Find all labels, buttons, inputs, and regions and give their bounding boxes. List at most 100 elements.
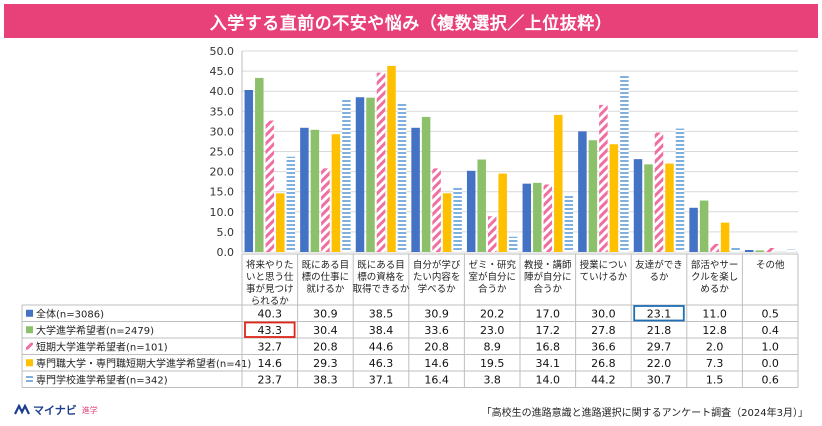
data-label: 17.0 — [536, 307, 561, 320]
bar — [720, 222, 730, 252]
category-label: たい内容を — [413, 271, 461, 283]
data-label: 20.8 — [424, 340, 449, 353]
bar — [620, 74, 629, 252]
source-note: 「高校生の進路意識と進路選択に関するアンケート調査（2024年3月）」 — [481, 408, 808, 419]
data-label: 16.4 — [424, 373, 449, 386]
series-name: 専門学校進学希望者(n=342) — [36, 373, 168, 386]
bar — [421, 116, 431, 252]
bar — [276, 193, 285, 252]
data-label: 16.8 — [536, 340, 561, 353]
bar — [644, 164, 653, 252]
series-name: 全体(n=3086) — [36, 307, 104, 320]
bar — [310, 129, 320, 252]
bar — [508, 236, 518, 252]
bar — [633, 159, 643, 252]
category-label: 教授・講師 — [524, 259, 572, 271]
y-tick-label: 5.0 — [217, 226, 235, 239]
bar — [321, 168, 330, 252]
bar — [665, 163, 674, 252]
data-label: 44.6 — [369, 340, 394, 353]
category-label: 既にある目 — [357, 260, 405, 271]
data-label: 30.9 — [424, 307, 449, 320]
category-label: られるか — [251, 296, 290, 307]
chart-title: 入学する直前の不安や悩み（複数選択／上位抜粋） — [4, 4, 818, 38]
data-label: 23.0 — [480, 324, 505, 337]
logo-sub: 進学 — [81, 405, 98, 415]
bar — [487, 216, 497, 252]
bar — [588, 140, 598, 252]
data-label: 29.7 — [647, 340, 672, 353]
legend-key — [26, 375, 33, 383]
data-label: 40.3 — [258, 307, 283, 320]
bar — [453, 186, 462, 252]
category-label: 友達ができ — [635, 259, 683, 271]
bar — [411, 127, 420, 252]
bar — [564, 195, 574, 252]
logo-text: マイナビ — [33, 404, 77, 417]
bar — [675, 128, 685, 252]
bar — [300, 127, 309, 252]
legend-key — [26, 359, 33, 367]
series-name: 専門職大学・専門職短期大学進学希望者(n=41) — [36, 357, 251, 370]
data-label: 38.4 — [369, 324, 394, 337]
bar — [609, 144, 619, 252]
bar — [244, 89, 254, 252]
series-name: 短期大学進学希望者(n=101) — [36, 340, 168, 353]
category-label: 合うか — [478, 283, 507, 295]
category-label: 将来やりた — [246, 260, 294, 271]
data-label: 14.6 — [258, 357, 283, 370]
data-label: 20.8 — [313, 340, 338, 353]
category-label: その他 — [756, 259, 785, 271]
y-tick-label: 45.0 — [210, 65, 235, 78]
category-label: るか — [649, 272, 669, 283]
bar — [699, 200, 709, 252]
data-label: 17.2 — [536, 324, 561, 337]
y-axis: 0.0 5.0 10.0 15.0 20.0 25.0 30.0 35.0 40.0 45.0 50… — [210, 45, 243, 259]
category-label: クルを楽し — [691, 271, 738, 283]
mynavi-logo: マイナビ 進学 — [14, 402, 98, 418]
bar — [755, 250, 764, 252]
data-label: 38.3 — [313, 373, 338, 386]
data-label: 3.8 — [483, 373, 501, 386]
data-label: 19.5 — [480, 357, 505, 370]
data-label: 2.0 — [706, 340, 724, 353]
bar — [376, 72, 386, 252]
category-label: 合うか — [534, 283, 563, 295]
category-label: 室が自分に — [468, 271, 516, 283]
data-label: 14.0 — [536, 373, 561, 386]
bar — [765, 247, 775, 252]
data-label: 37.1 — [369, 373, 394, 386]
y-tick-label: 10.0 — [210, 206, 235, 219]
data-label: 26.8 — [591, 357, 616, 370]
data-label: 32.7 — [258, 340, 283, 353]
data-label: 0.5 — [761, 307, 779, 320]
y-tick-label: 40.0 — [210, 85, 235, 98]
data-label: 0.0 — [761, 357, 779, 370]
bar — [522, 183, 532, 252]
data-label: 11.0 — [702, 307, 727, 320]
data-label: 0.6 — [761, 373, 779, 386]
bar — [543, 184, 553, 252]
bar — [731, 245, 740, 252]
data-label: 30.0 — [591, 307, 616, 320]
category-label: 自分が学び — [413, 259, 461, 271]
bar — [397, 102, 407, 252]
bar — [255, 77, 264, 253]
bar — [689, 207, 698, 252]
data-label: 1.0 — [761, 340, 779, 353]
category-label: 学べるか — [418, 283, 457, 295]
y-tick-label: 0.0 — [217, 246, 235, 259]
data-label: 30.9 — [313, 307, 338, 320]
category-label: 取得できるか — [353, 283, 410, 295]
category-label: ていけるか — [580, 272, 628, 283]
data-label: 38.5 — [369, 307, 394, 320]
bar — [466, 170, 476, 252]
bar — [477, 159, 486, 252]
bar — [578, 131, 587, 252]
bar — [533, 182, 542, 252]
highlight-box — [633, 305, 685, 322]
bar — [554, 114, 563, 252]
data-label: 33.6 — [424, 324, 449, 337]
y-tick-label: 25.0 — [210, 146, 235, 159]
